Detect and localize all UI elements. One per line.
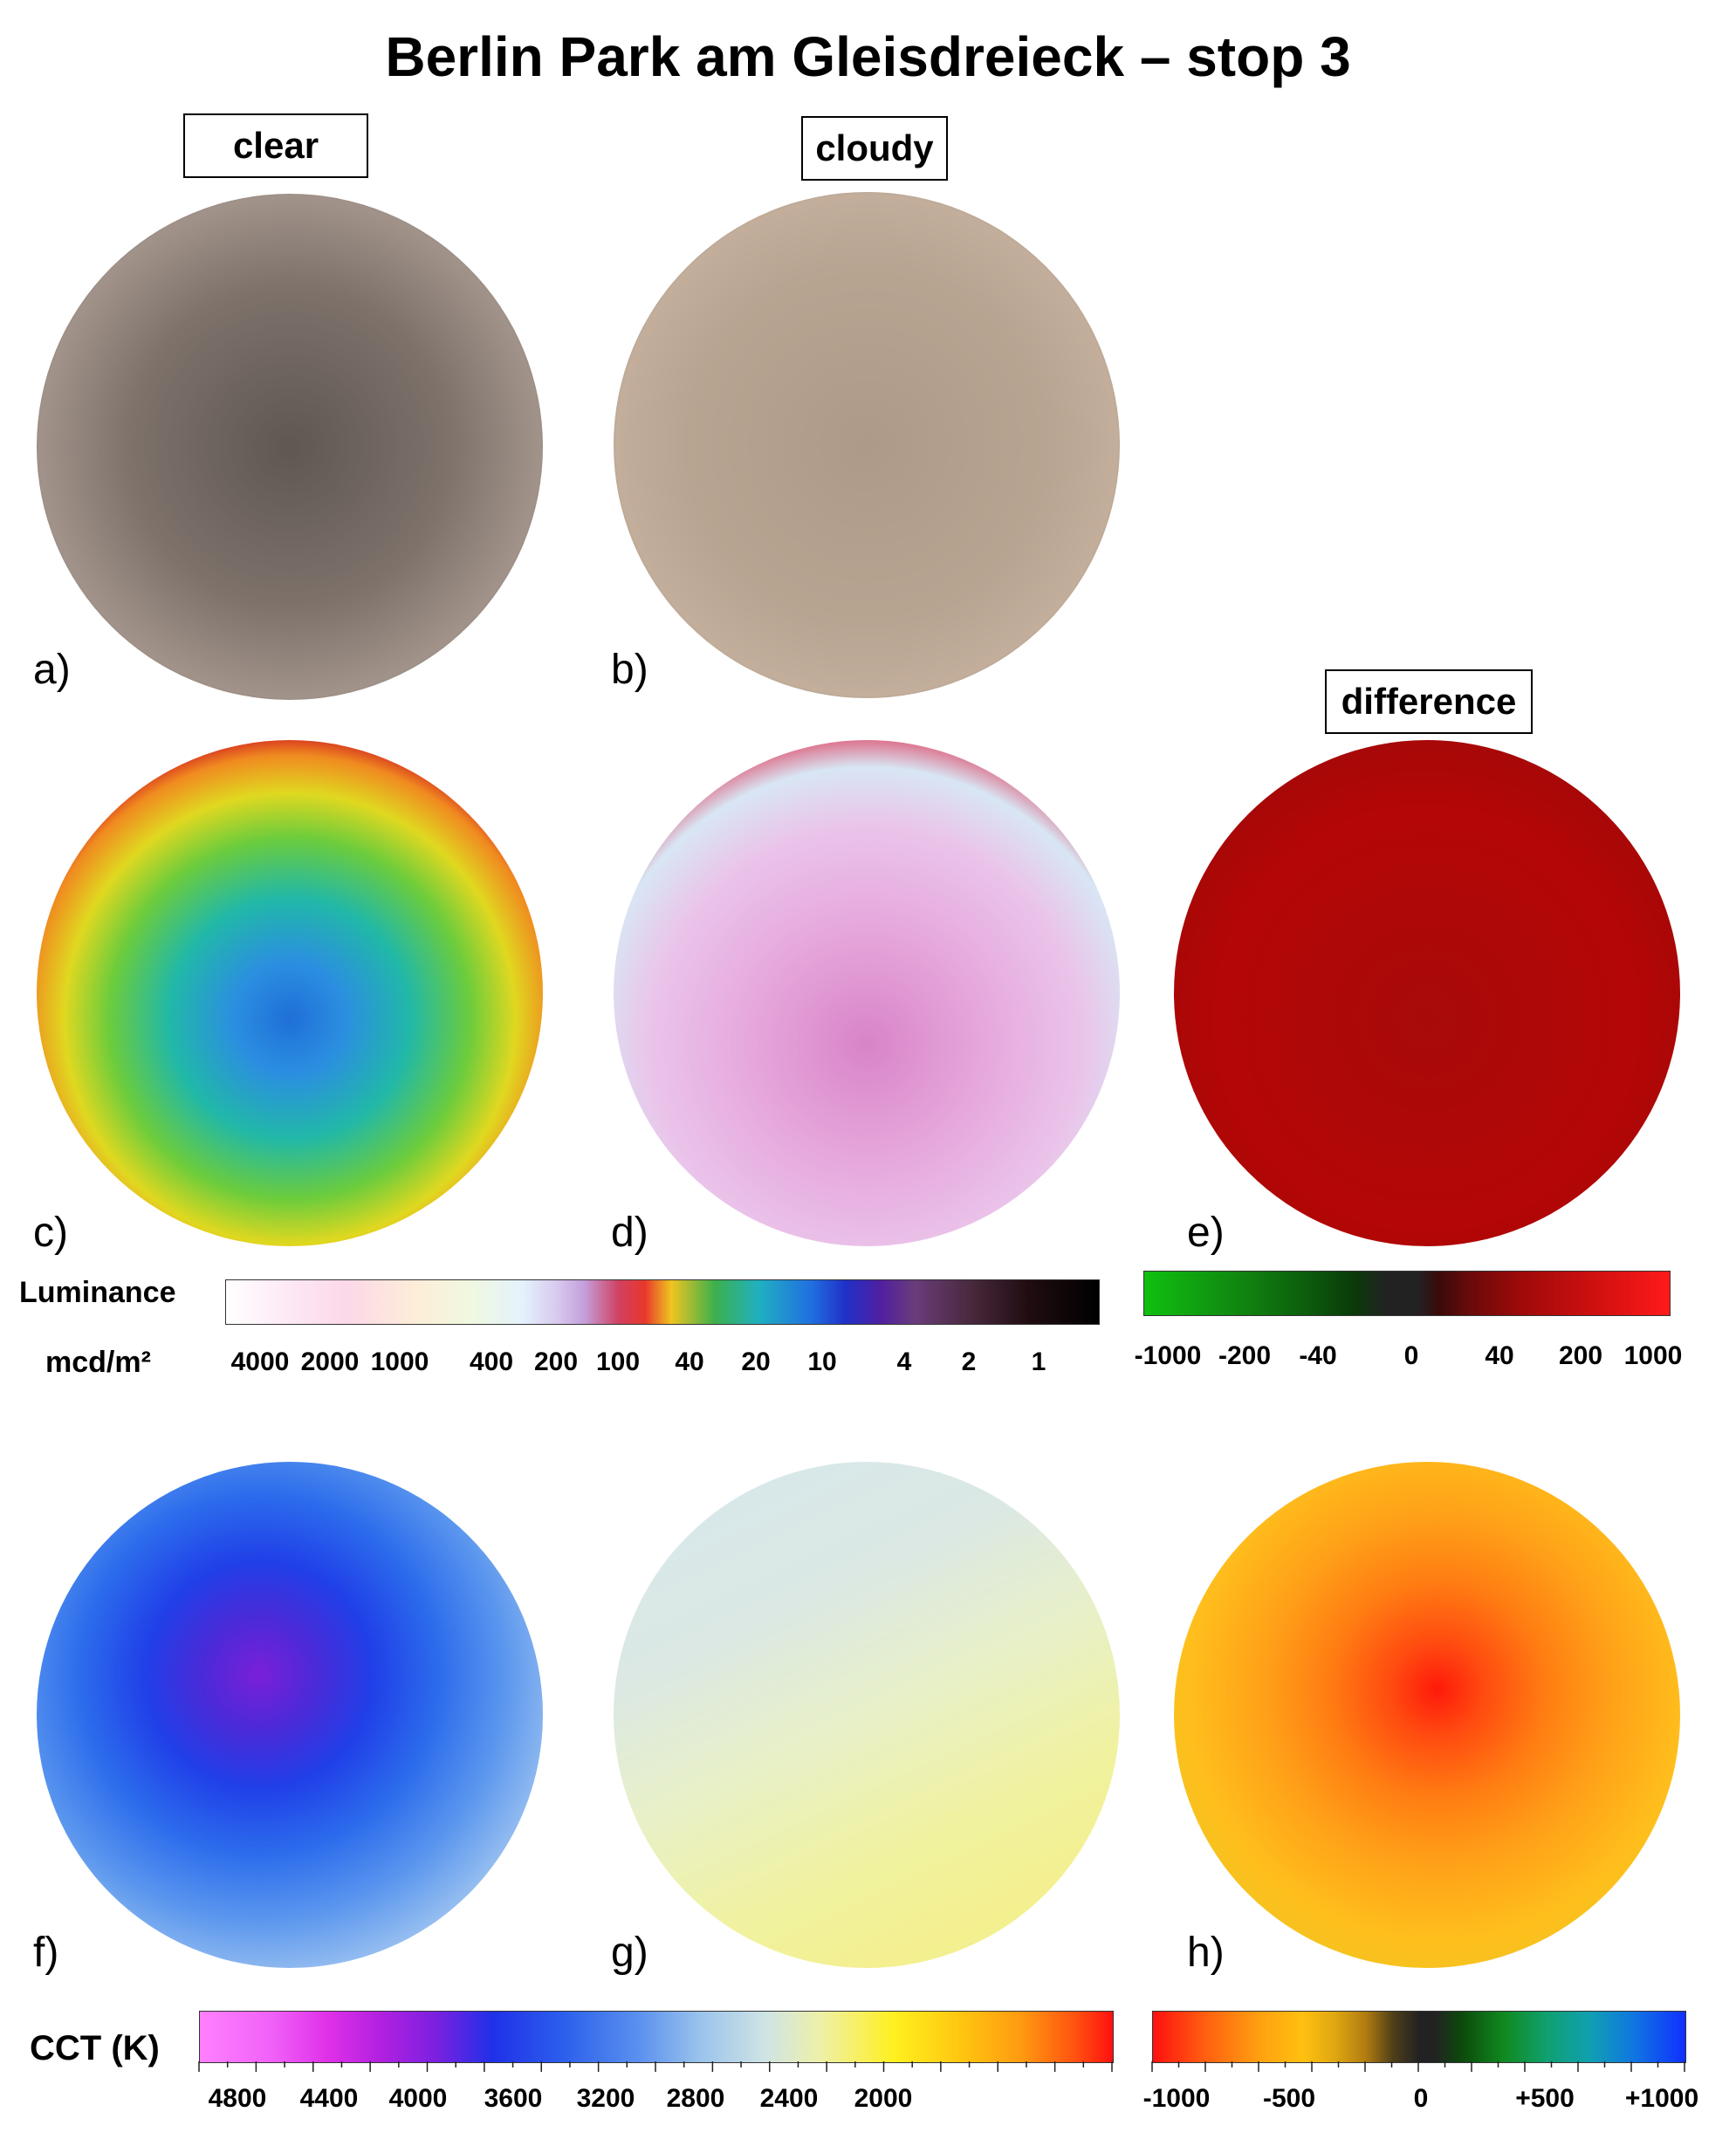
luminance-tick-label: 4: [896, 1347, 912, 1376]
luminance-legend-unit: mcd/m²: [45, 1346, 151, 1379]
cct-tick-label: 3600: [484, 2084, 543, 2113]
cloudy-luminance-map: [614, 740, 1120, 1246]
panel-h-label: h): [1187, 1930, 1225, 1976]
panel-a-label: a): [33, 647, 71, 693]
clear-label: clear: [183, 113, 368, 178]
luminance-legend-title: Luminance: [19, 1276, 176, 1309]
figure-title: Berlin Park am Gleisdreieck – stop 3: [385, 25, 1351, 88]
luminance-colorbar: [225, 1279, 1100, 1325]
luminance-tick-label: 200: [533, 1347, 579, 1376]
difference-tick-label: -1000: [1134, 1341, 1202, 1370]
luminance-tick-label: 100: [595, 1347, 641, 1376]
cct-difference-map: [1174, 1462, 1680, 1968]
cct-colorbar-minor-ticks: [198, 2061, 1113, 2072]
cct-tick-label: 2800: [666, 2084, 725, 2113]
clear-luminance-map: [37, 740, 543, 1246]
luminance-tick-label: 20: [741, 1347, 771, 1376]
cct-difference-tick-label: -500: [1262, 2084, 1316, 2113]
luminance-difference-map: [1174, 740, 1680, 1246]
cct-tick-label: 2000: [854, 2084, 913, 2113]
cct-colorbar: [199, 2011, 1114, 2063]
panel-d-label: d): [611, 1210, 648, 1256]
panel-f-label: f): [33, 1930, 59, 1976]
luminance-tick-label: 400: [469, 1347, 514, 1376]
cct-tick-label: 4800: [208, 2084, 267, 2113]
cct-difference-tick-label: -1000: [1142, 2084, 1211, 2113]
panel-c-label: c): [33, 1210, 68, 1256]
clear-sky-photo: [37, 194, 543, 700]
cct-legend-title: CCT (K): [30, 2029, 160, 2067]
panel-g-label: g): [611, 1930, 648, 1976]
luminance-tick-label: 10: [807, 1347, 837, 1376]
cct-difference-tick-label: +1000: [1624, 2084, 1699, 2113]
cct-tick-label: 3200: [576, 2084, 635, 2113]
difference-tick-label: 1000: [1623, 1341, 1683, 1370]
luminance-tick-label: 1: [1031, 1347, 1046, 1376]
luminance-tick-label: 1000: [370, 1347, 429, 1376]
luminance-tick-label: 2: [961, 1347, 977, 1376]
cct-difference-colorbar: [1152, 2011, 1686, 2063]
panel-e-label: e): [1187, 1210, 1225, 1256]
cct-tick-label: 2400: [759, 2084, 819, 2113]
difference-label: difference: [1325, 669, 1533, 734]
cct-tick-label: 4400: [299, 2084, 359, 2113]
cloudy-cct-map: [614, 1462, 1120, 1968]
cloudy-sky-photo: [614, 192, 1120, 698]
panel-b-label: b): [611, 647, 648, 693]
luminance-tick-label: 4000: [230, 1347, 290, 1376]
cct-difference-tick-label: +500: [1515, 2084, 1575, 2113]
cloudy-label: cloudy: [801, 116, 948, 181]
difference-tick-label: 0: [1403, 1341, 1419, 1370]
cct-tick-label: 4000: [388, 2084, 448, 2113]
difference-colorbar: [1143, 1271, 1671, 1316]
luminance-tick-label: 40: [675, 1347, 704, 1376]
luminance-tick-label: 2000: [300, 1347, 360, 1376]
difference-tick-label: -40: [1299, 1341, 1337, 1370]
cct-difference-tick-label: 0: [1413, 2084, 1429, 2113]
clear-cct-map: [37, 1462, 543, 1968]
difference-tick-label: 40: [1485, 1341, 1514, 1370]
difference-tick-label: 200: [1558, 1341, 1603, 1370]
cct-difference-colorbar-minor-ticks: [1151, 2061, 1685, 2072]
difference-tick-label: -200: [1218, 1341, 1272, 1370]
